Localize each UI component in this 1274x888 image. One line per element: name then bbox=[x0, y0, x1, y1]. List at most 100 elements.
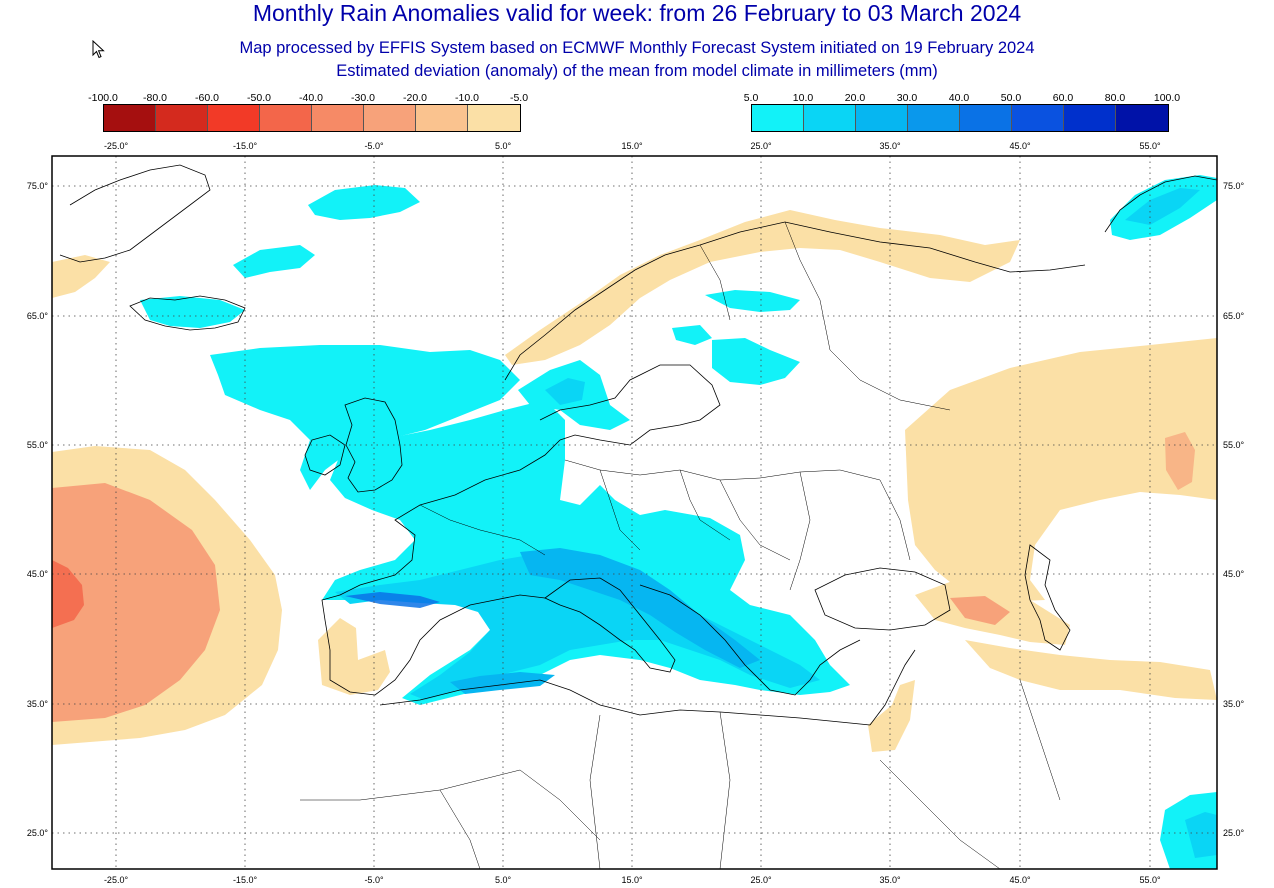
positive-legend-swatch bbox=[752, 105, 804, 131]
lat-label-right: 25.0° bbox=[1223, 828, 1245, 838]
greenland-dry-area bbox=[52, 255, 110, 298]
dry-anomaly-areas bbox=[52, 210, 1217, 752]
finland-wet-area bbox=[712, 338, 800, 385]
lat-label-right: 75.0° bbox=[1223, 181, 1245, 191]
iceland-wet-area bbox=[140, 296, 245, 328]
mediterranean-wet-core bbox=[335, 555, 820, 700]
lat-label-left: 55.0° bbox=[27, 440, 49, 450]
negative-anomaly-legend: -100.0 -80.0 -60.0 -50.0 -40.0 -30.0 -20.0 -10.… bbox=[88, 92, 528, 132]
lon-label-top: 25.0° bbox=[750, 141, 772, 151]
positive-legend-tick-label: 30.0 bbox=[896, 92, 918, 104]
russia-dry-core bbox=[1165, 432, 1195, 490]
lon-label-bottom: -5.0° bbox=[364, 875, 384, 885]
negative-legend-swatch bbox=[364, 105, 416, 131]
atlantic-dry-core bbox=[52, 483, 220, 722]
wet-anomaly-areas bbox=[140, 175, 1217, 869]
negative-legend-ticks: -100.0 -80.0 -60.0 -50.0 -40.0 -30.0 -20.0 -10.… bbox=[88, 92, 528, 104]
alps-wet-core bbox=[520, 548, 760, 668]
scandinavia-coastline bbox=[504, 221, 1086, 381]
positive-legend-tick-label: 80.0 bbox=[1104, 92, 1126, 104]
norwegian-sea-wet-area bbox=[308, 185, 420, 220]
caucasus-dry-core bbox=[950, 596, 1010, 625]
negative-legend-swatch bbox=[468, 105, 520, 131]
positive-legend-swatch bbox=[1064, 105, 1116, 131]
lat-label-right: 35.0° bbox=[1223, 699, 1245, 709]
positive-legend-tick-label: 20.0 bbox=[844, 92, 866, 104]
map-subtitle-units: Estimated deviation (anomaly) of the mea… bbox=[336, 62, 938, 80]
lon-label-top: 45.0° bbox=[1009, 141, 1031, 151]
lat-label-right: 65.0° bbox=[1223, 311, 1245, 321]
longitude-labels-bottom: -25.0° -15.0° -5.0° 5.0° 15.0° 25.0° 35.… bbox=[104, 875, 1161, 885]
lon-label-top: -25.0° bbox=[104, 141, 129, 151]
positive-legend-swatch bbox=[960, 105, 1012, 131]
scandinavia-dry-band bbox=[505, 210, 1020, 365]
positive-legend-tick-label: 100.0 bbox=[1153, 92, 1181, 104]
lat-label-right: 55.0° bbox=[1223, 440, 1245, 450]
positive-legend-tick-label: 50.0 bbox=[1000, 92, 1022, 104]
negative-legend-tick-label: -20.0 bbox=[403, 92, 427, 104]
negative-legend-swatch bbox=[104, 105, 156, 131]
positive-legend-swatch bbox=[908, 105, 960, 131]
lat-label-left: 45.0° bbox=[27, 569, 49, 579]
latitude-labels-left: 75.0° 65.0° 55.0° 45.0° 35.0° 25.0° bbox=[27, 181, 49, 838]
lon-label-bottom: 45.0° bbox=[1009, 875, 1031, 885]
iceland-coastline bbox=[129, 295, 246, 331]
map-frame bbox=[51, 155, 1218, 870]
lon-label-bottom: 35.0° bbox=[879, 875, 901, 885]
black-sea-coastline bbox=[814, 567, 951, 631]
negative-legend-swatch bbox=[156, 105, 208, 131]
longitude-labels-top: -25.0° -15.0° -5.0° 5.0° 15.0° 25.0° 35.… bbox=[104, 141, 1161, 151]
negative-legend-swatch bbox=[208, 105, 260, 131]
negative-legend-tick-label: -50.0 bbox=[247, 92, 271, 104]
lon-label-top: 15.0° bbox=[621, 141, 643, 151]
novaya-zemlya-wet-core bbox=[1125, 188, 1200, 225]
latitude-labels-right: 75.0° 65.0° 55.0° 45.0° 35.0° 25.0° bbox=[1223, 181, 1245, 838]
wet-patch-greenland-sea bbox=[233, 245, 315, 278]
national-borders bbox=[300, 221, 1061, 869]
lon-label-top: -5.0° bbox=[364, 141, 384, 151]
atlantic-dry-center bbox=[52, 560, 84, 628]
negative-legend-tick-label: -40.0 bbox=[299, 92, 323, 104]
north-africa-wet-core bbox=[450, 672, 555, 694]
greenland-coastline bbox=[59, 164, 211, 263]
north-africa-coastline bbox=[379, 679, 871, 726]
caspian-coastline bbox=[1024, 544, 1071, 651]
novaya-zemlya-coastline bbox=[1104, 175, 1217, 233]
lat-label-right: 45.0° bbox=[1223, 569, 1245, 579]
lon-label-bottom: -15.0° bbox=[233, 875, 258, 885]
map-title: Monthly Rain Anomalies valid for week: f… bbox=[252, 0, 1022, 26]
negative-legend-tick-label: -60.0 bbox=[195, 92, 219, 104]
positive-legend-swatch bbox=[804, 105, 856, 131]
positive-legend-tick-label: 40.0 bbox=[948, 92, 970, 104]
positive-legend-ticks: 5.0 10.0 20.0 30.0 40.0 50.0 60.0 80.0 100.0 bbox=[744, 92, 1180, 104]
coastlines-and-borders bbox=[59, 164, 1217, 869]
lon-label-bottom: 5.0° bbox=[495, 875, 512, 885]
iberia-dry-area bbox=[318, 618, 390, 695]
pyrenees-wet-core bbox=[345, 592, 440, 608]
positive-legend-tick-label: 60.0 bbox=[1052, 92, 1074, 104]
positive-legend-swatch bbox=[1012, 105, 1064, 131]
lat-label-left: 35.0° bbox=[27, 699, 49, 709]
italy-coastline bbox=[544, 577, 676, 673]
negative-legend-tick-label: -100.0 bbox=[88, 92, 118, 104]
lon-label-bottom: 25.0° bbox=[750, 875, 772, 885]
north-atlantic-wet-area bbox=[210, 345, 520, 490]
lat-label-left: 25.0° bbox=[27, 828, 49, 838]
balkans-coastline bbox=[639, 584, 861, 696]
positive-legend-swatch bbox=[1116, 105, 1168, 131]
wet-patch-barents bbox=[705, 290, 800, 312]
negative-legend-tick-label: -10.0 bbox=[455, 92, 479, 104]
lon-label-top: -15.0° bbox=[233, 141, 258, 151]
lat-label-left: 65.0° bbox=[27, 311, 49, 321]
wet-patch-lapland bbox=[672, 325, 712, 345]
negative-legend-tick-label: -5.0 bbox=[509, 92, 529, 104]
map-field bbox=[52, 156, 1217, 869]
negative-legend-swatch bbox=[260, 105, 312, 131]
lon-label-top: 5.0° bbox=[495, 141, 512, 151]
atlantic-europe-coastline bbox=[321, 439, 561, 696]
negative-legend-tick-label: -30.0 bbox=[351, 92, 375, 104]
graticule bbox=[52, 156, 1217, 869]
ireland-coastline bbox=[304, 434, 346, 476]
lon-label-bottom: -25.0° bbox=[104, 875, 129, 885]
